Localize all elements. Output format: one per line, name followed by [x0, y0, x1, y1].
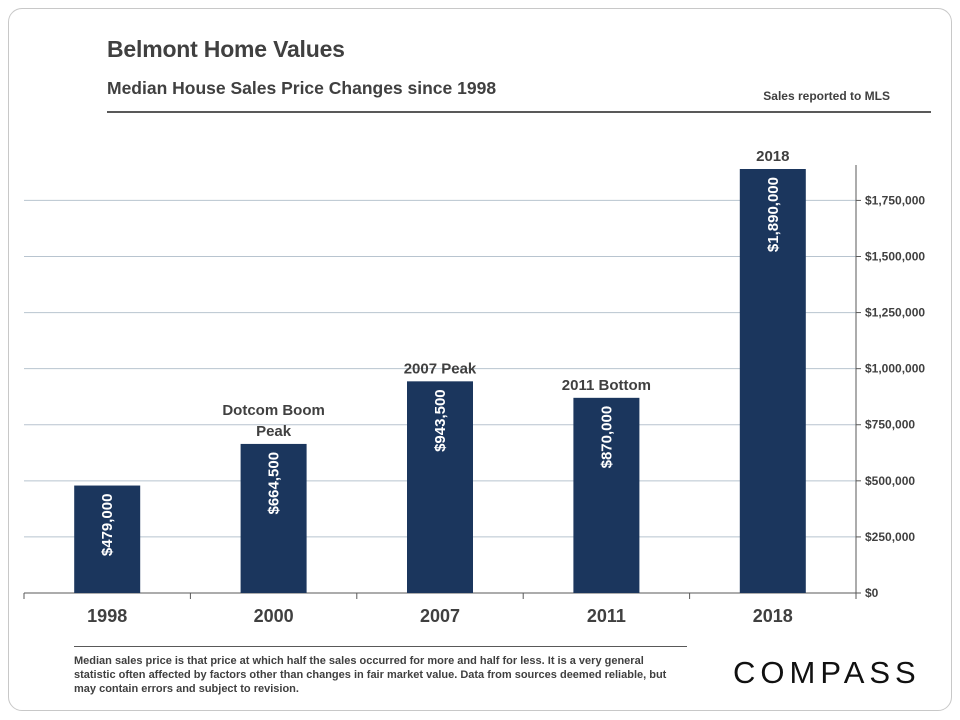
- bar-1998: [74, 485, 141, 593]
- annotation: 2007 Peak: [404, 360, 477, 377]
- y-tick-label: $500,000: [865, 474, 915, 488]
- bar-2007: [407, 381, 473, 593]
- y-tick-label: $1,000,000: [865, 362, 925, 376]
- data-label: $664,500: [266, 452, 283, 515]
- data-label: $943,500: [432, 389, 449, 452]
- annotation: Peak: [256, 423, 292, 440]
- x-tick-label: 1998: [87, 606, 127, 626]
- data-label: $479,000: [99, 494, 116, 557]
- y-tick-label: $0: [865, 586, 879, 600]
- header-divider: [107, 111, 931, 113]
- y-tick-label: $1,500,000: [865, 249, 925, 263]
- bar-2000: [240, 443, 307, 593]
- source-note: Sales reported to MLS: [763, 89, 890, 103]
- annotation: 2018: [756, 148, 789, 165]
- x-tick-label: 2011: [587, 606, 626, 626]
- y-tick-label: $1,750,000: [865, 193, 925, 207]
- bar-2018: [739, 169, 806, 593]
- footnote: Median sales price is that price at whic…: [74, 655, 667, 695]
- bar-2011: [573, 397, 640, 593]
- y-tick-label: $750,000: [865, 418, 915, 432]
- x-tick-label: 2007: [420, 606, 460, 626]
- y-tick-label: $1,250,000: [865, 306, 925, 320]
- data-label: $870,000: [598, 406, 615, 469]
- x-tick-label: 2018: [753, 606, 793, 626]
- footer-divider: [74, 646, 687, 647]
- x-tick-label: 2000: [254, 606, 294, 626]
- page-subtitle: Median House Sales Price Changes since 1…: [107, 78, 497, 98]
- y-tick-label: $250,000: [865, 530, 915, 544]
- data-label: $1,890,000: [765, 177, 782, 252]
- compass-logo: COMPASS: [733, 655, 921, 690]
- annotation: Dotcom Boom: [222, 402, 325, 419]
- page-title: Belmont Home Values: [107, 36, 345, 62]
- annotation: 2011 Bottom: [562, 377, 651, 394]
